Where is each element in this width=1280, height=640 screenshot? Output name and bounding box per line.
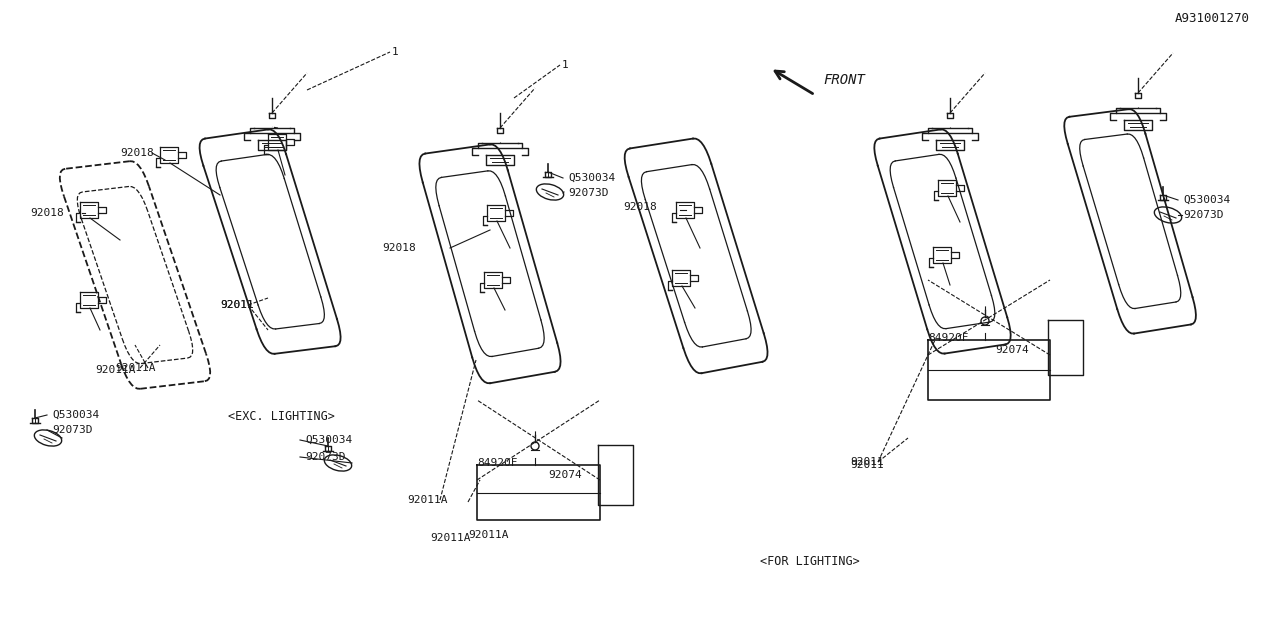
- Text: 92011: 92011: [220, 300, 253, 310]
- Text: 92073D: 92073D: [1183, 210, 1224, 220]
- Text: Q530034: Q530034: [1183, 195, 1230, 205]
- Text: 92011A: 92011A: [95, 365, 136, 375]
- Text: 92018: 92018: [623, 202, 657, 212]
- Text: 92011A: 92011A: [407, 495, 448, 505]
- Text: 92011: 92011: [850, 460, 883, 470]
- Text: 84920F: 84920F: [928, 333, 969, 343]
- Text: Q530034: Q530034: [568, 173, 616, 183]
- Text: 92011: 92011: [220, 300, 255, 310]
- Text: 92011A: 92011A: [468, 530, 508, 540]
- Text: 92011: 92011: [850, 457, 884, 467]
- Text: 92018: 92018: [29, 208, 64, 218]
- Text: 92011A: 92011A: [430, 533, 471, 543]
- Text: 92073D: 92073D: [305, 452, 346, 462]
- Text: 92074: 92074: [995, 345, 1029, 355]
- Text: 92073D: 92073D: [52, 425, 92, 435]
- Text: 92018: 92018: [381, 243, 416, 253]
- Text: FRONT: FRONT: [823, 73, 865, 87]
- Text: 1: 1: [562, 60, 568, 70]
- Text: 92074: 92074: [548, 470, 581, 480]
- Text: 92073D: 92073D: [568, 188, 608, 198]
- Text: 92011A: 92011A: [115, 363, 155, 373]
- Text: <FOR LIGHTING>: <FOR LIGHTING>: [760, 555, 860, 568]
- Text: A931001270: A931001270: [1175, 12, 1251, 25]
- Text: <EXC. LIGHTING>: <EXC. LIGHTING>: [228, 410, 335, 423]
- Text: 92018: 92018: [120, 148, 154, 158]
- Text: Q530034: Q530034: [52, 410, 100, 420]
- Text: 1: 1: [392, 47, 399, 57]
- Text: Q530034: Q530034: [305, 435, 352, 445]
- Text: 84920F: 84920F: [477, 458, 517, 468]
